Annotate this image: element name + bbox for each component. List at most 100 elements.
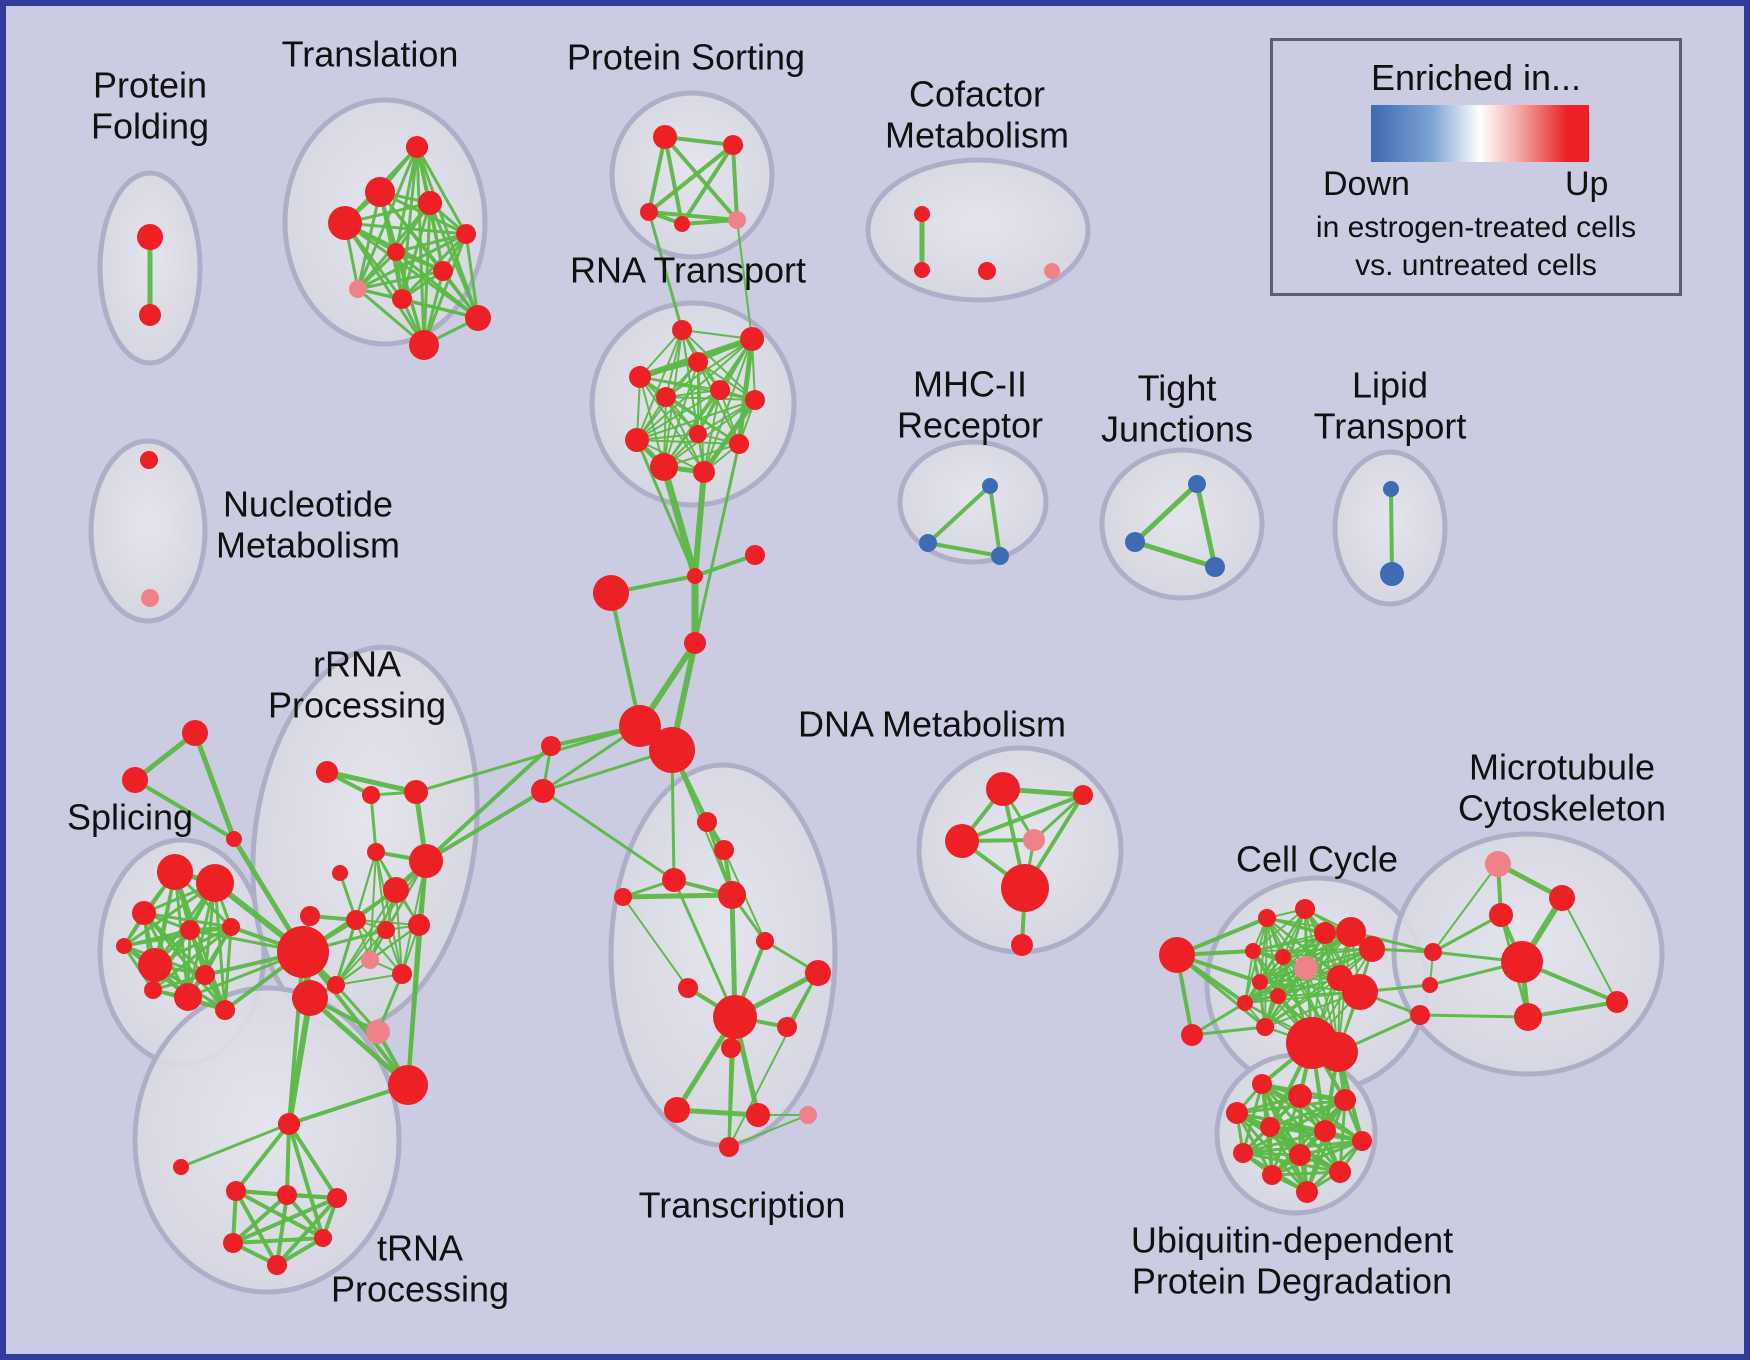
network-node[interactable] xyxy=(349,280,367,298)
network-node[interactable] xyxy=(292,980,328,1016)
network-node[interactable] xyxy=(1501,941,1543,983)
network-node[interactable] xyxy=(409,844,443,878)
network-node[interactable] xyxy=(278,1113,300,1135)
network-node[interactable] xyxy=(1258,909,1276,927)
network-node[interactable] xyxy=(173,1159,189,1175)
network-node[interactable] xyxy=(277,926,329,978)
network-node[interactable] xyxy=(1260,1117,1280,1137)
network-node[interactable] xyxy=(195,965,215,985)
network-node[interactable] xyxy=(687,568,703,584)
network-node[interactable] xyxy=(1314,922,1336,944)
network-node[interactable] xyxy=(729,434,749,454)
network-node[interactable] xyxy=(1352,1131,1372,1151)
network-node[interactable] xyxy=(180,920,200,940)
network-node[interactable] xyxy=(656,387,676,407)
network-node[interactable] xyxy=(746,1103,770,1127)
network-node[interactable] xyxy=(1288,1084,1312,1108)
network-node[interactable] xyxy=(805,960,831,986)
network-node[interactable] xyxy=(367,843,385,861)
network-node[interactable] xyxy=(1023,829,1045,851)
network-node[interactable] xyxy=(314,1229,332,1247)
network-node[interactable] xyxy=(1549,885,1575,911)
network-node[interactable] xyxy=(689,425,707,443)
network-node[interactable] xyxy=(226,1181,246,1201)
network-node[interactable] xyxy=(982,478,998,494)
network-node[interactable] xyxy=(1410,1005,1430,1025)
network-node[interactable] xyxy=(409,330,439,360)
network-node[interactable] xyxy=(688,352,708,372)
network-node[interactable] xyxy=(531,779,555,803)
network-node[interactable] xyxy=(1294,956,1318,980)
network-node[interactable] xyxy=(697,812,717,832)
network-node[interactable] xyxy=(1336,917,1366,947)
network-node[interactable] xyxy=(465,305,491,331)
network-node[interactable] xyxy=(629,366,651,388)
network-node[interactable] xyxy=(418,191,442,215)
network-node[interactable] xyxy=(728,211,746,229)
network-node[interactable] xyxy=(392,289,412,309)
network-node[interactable] xyxy=(383,877,409,903)
network-node[interactable] xyxy=(721,1038,741,1058)
network-node[interactable] xyxy=(756,932,774,950)
network-node[interactable] xyxy=(991,547,1009,565)
network-node[interactable] xyxy=(650,453,678,481)
network-node[interactable] xyxy=(404,780,428,804)
network-node[interactable] xyxy=(710,380,730,400)
network-node[interactable] xyxy=(1514,1003,1542,1031)
network-node[interactable] xyxy=(653,125,677,149)
network-node[interactable] xyxy=(593,575,629,611)
network-node[interactable] xyxy=(745,390,765,410)
network-node[interactable] xyxy=(365,177,395,207)
network-node[interactable] xyxy=(1359,936,1385,962)
network-node[interactable] xyxy=(1001,864,1049,912)
network-node[interactable] xyxy=(388,1065,428,1105)
network-node[interactable] xyxy=(122,767,148,793)
network-node[interactable] xyxy=(332,865,348,881)
network-node[interactable] xyxy=(215,1000,235,1020)
network-node[interactable] xyxy=(1380,562,1404,586)
network-node[interactable] xyxy=(366,1020,390,1044)
network-node[interactable] xyxy=(914,206,930,222)
network-node[interactable] xyxy=(316,761,338,783)
network-node[interactable] xyxy=(328,206,362,240)
network-node[interactable] xyxy=(327,1188,347,1208)
network-node[interactable] xyxy=(182,720,208,746)
network-node[interactable] xyxy=(456,224,476,244)
network-node[interactable] xyxy=(1422,977,1438,993)
network-node[interactable] xyxy=(408,914,430,936)
network-node[interactable] xyxy=(1485,851,1511,877)
network-node[interactable] xyxy=(362,786,380,804)
network-node[interactable] xyxy=(141,589,159,607)
network-node[interactable] xyxy=(1606,991,1628,1013)
network-node[interactable] xyxy=(718,881,746,909)
network-node[interactable] xyxy=(1489,903,1513,927)
network-node[interactable] xyxy=(1256,1018,1274,1036)
network-node[interactable] xyxy=(649,727,695,773)
network-node[interactable] xyxy=(361,951,379,969)
network-node[interactable] xyxy=(1205,557,1225,577)
network-node[interactable] xyxy=(1342,974,1378,1010)
network-node[interactable] xyxy=(138,948,172,982)
network-node[interactable] xyxy=(678,978,698,998)
network-node[interactable] xyxy=(1181,1024,1203,1046)
network-node[interactable] xyxy=(1275,949,1291,965)
network-node[interactable] xyxy=(226,831,242,847)
network-node[interactable] xyxy=(1270,988,1286,1004)
network-node[interactable] xyxy=(300,906,320,926)
network-node[interactable] xyxy=(144,981,162,999)
network-node[interactable] xyxy=(640,203,658,221)
network-node[interactable] xyxy=(433,261,453,281)
network-node[interactable] xyxy=(139,304,161,326)
network-node[interactable] xyxy=(1237,995,1253,1011)
network-node[interactable] xyxy=(978,262,996,280)
network-node[interactable] xyxy=(267,1255,287,1275)
network-node[interactable] xyxy=(777,1017,797,1037)
network-node[interactable] xyxy=(392,964,412,984)
network-node[interactable] xyxy=(137,224,163,250)
network-node[interactable] xyxy=(740,327,764,351)
network-node[interactable] xyxy=(1289,1144,1311,1166)
network-node[interactable] xyxy=(1245,943,1261,959)
network-node[interactable] xyxy=(945,824,979,858)
network-node[interactable] xyxy=(1188,475,1206,493)
network-node[interactable] xyxy=(1125,532,1145,552)
